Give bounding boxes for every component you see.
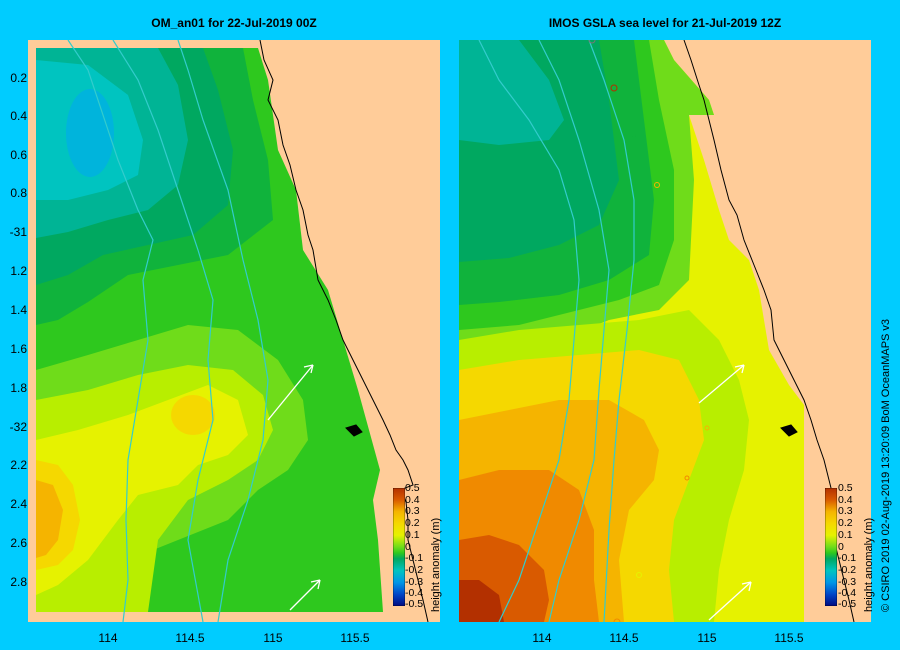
y-tick-label: 2.4 <box>10 497 27 511</box>
colorbar-tick: -0.2 <box>838 564 857 576</box>
panel-title-right: IMOS GSLA sea level for 21-Jul-2019 12Z <box>548 16 782 30</box>
y-tick-label: 0.6 <box>10 148 27 162</box>
colorbar-left <box>393 488 405 606</box>
altimeter-tracks <box>588 40 710 622</box>
y-tick-label: 2.8 <box>10 575 27 589</box>
colorbar-tick: -0.1 <box>838 552 857 564</box>
y-tick-label: 1.6 <box>10 342 27 356</box>
y-tick-label: 0.2 <box>10 71 27 85</box>
y-tick-label: 1.8 <box>10 381 27 395</box>
y-tick-label: 1.4 <box>10 303 27 317</box>
sea-anomaly-field <box>36 48 383 612</box>
colorbar-tick: 0 <box>405 541 411 553</box>
colorbar-tick: -0.4 <box>838 587 857 599</box>
y-tick-label: -32 <box>9 420 27 434</box>
colorbar-tick: -0.5 <box>405 598 424 610</box>
x-tick-label: 114.5 <box>175 631 205 645</box>
colorbar-tick: 0.3 <box>838 505 853 517</box>
colorbar-tick: 0.1 <box>838 529 853 541</box>
y-tick-label: 2.2 <box>10 458 27 472</box>
colorbar-label-left: height anomaly (m) <box>430 517 442 612</box>
panel-title-left: OM_an01 for 22-Jul-2019 00Z <box>151 16 317 30</box>
y-tick-label: 1.2 <box>10 264 27 278</box>
bathymetry-contours <box>67 40 269 622</box>
colorbar-label-right: height anomaly (m) <box>863 517 875 612</box>
colorbar-tick: -0.5 <box>838 598 857 610</box>
map-panel-left[interactable] <box>28 40 440 622</box>
coastline <box>259 40 429 622</box>
x-tick-label: 114 <box>98 631 118 645</box>
colorbar-tick: 0.2 <box>405 517 420 529</box>
colorbar-tick: 0 <box>838 541 844 553</box>
x-tick-label: 115.5 <box>774 631 804 645</box>
x-tick-label: 115.5 <box>340 631 370 645</box>
y-tick-label: 0.8 <box>10 186 27 200</box>
sea-anomaly-field <box>459 40 804 622</box>
y-tick-label: 2.6 <box>10 536 27 550</box>
x-tick-label: 114.5 <box>609 631 639 645</box>
colorbar-tick: 0.4 <box>838 494 853 506</box>
bathymetry-contours <box>478 40 635 622</box>
x-tick-label: 114 <box>532 631 552 645</box>
colorbar-tick: -0.3 <box>838 576 857 588</box>
x-tick-label: 115 <box>263 631 283 645</box>
x-tick-label: 115 <box>697 631 717 645</box>
y-tick-label: 0.4 <box>10 109 27 123</box>
colorbar-tick: -0.2 <box>405 564 424 576</box>
colorbar-tick: -0.4 <box>405 587 424 599</box>
current-arrows <box>698 364 752 621</box>
colorbar-tick: -0.1 <box>405 552 424 564</box>
sea-level-map-left <box>28 40 440 622</box>
colorbar-right <box>825 488 837 606</box>
colorbar-tick: 0.3 <box>405 505 420 517</box>
colorbar-tick: 0.5 <box>838 482 853 494</box>
current-arrows <box>267 364 321 611</box>
colorbar-tick: 0.4 <box>405 494 420 506</box>
colorbar-tick: 0.2 <box>838 517 853 529</box>
sea-level-map-right <box>459 40 871 622</box>
map-panel-right[interactable] <box>459 40 871 622</box>
colorbar-tick: -0.3 <box>405 576 424 588</box>
colorbar-tick: 0.5 <box>405 482 420 494</box>
colorbar-tick: 0.1 <box>405 529 420 541</box>
credit-text: © CSIRO 2019 02-Aug-2019 13:20:09 BoM Oc… <box>880 318 892 612</box>
y-tick-label: -31 <box>9 225 27 239</box>
colorbar-gradient <box>393 488 405 606</box>
colorbar-gradient <box>825 488 837 606</box>
